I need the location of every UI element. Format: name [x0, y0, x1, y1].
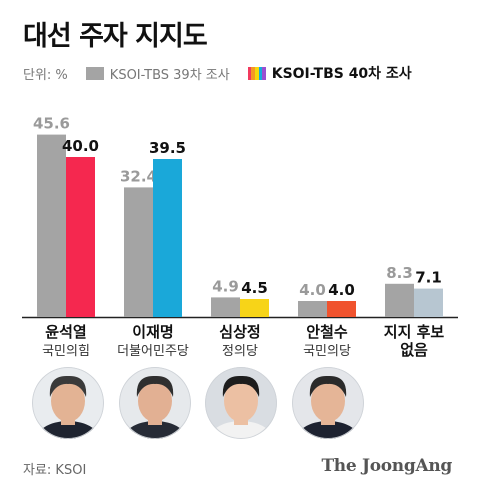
data-label-40-1: 40.0 — [62, 137, 99, 155]
photo-face — [138, 380, 172, 422]
photo-face — [51, 380, 85, 422]
photo-hair — [136, 375, 174, 397]
legend-swatch-40 — [247, 66, 266, 80]
category-label-4: 안철수 — [306, 323, 348, 341]
data-label-40-5: 7.1 — [415, 269, 442, 287]
bar-39-3 — [211, 297, 240, 317]
photo-shoulders — [34, 421, 102, 439]
photo-border — [32, 367, 104, 439]
legend-swatch-stripe — [258, 66, 263, 80]
page-title: 대선 주자 지지도 — [23, 21, 208, 52]
category-label-5: 지지 후보 — [384, 323, 445, 341]
party-label-1: 국민의힘 — [42, 344, 90, 359]
legend-swatch-stripe — [247, 66, 252, 80]
bar-39-4 — [298, 301, 327, 317]
photo-border — [205, 367, 277, 439]
bar-39-1 — [37, 134, 66, 317]
source-note: 자료: KSOI — [23, 463, 87, 478]
photo-border — [119, 367, 191, 439]
category-label-2: 이재명 — [132, 323, 173, 341]
data-label-39-4: 4.0 — [299, 281, 326, 299]
legend-swatch-stripe — [262, 66, 266, 80]
candidate-photo-1 — [32, 367, 104, 439]
legend: 단위: % KSOI-TBS 39차 조사 KSOI-TBS 40차 조사 — [23, 64, 412, 83]
data-label-40-4: 4.0 — [328, 281, 355, 299]
data-label-40-3: 4.5 — [241, 279, 268, 297]
photo-shoulders — [207, 421, 275, 439]
photo-hair — [49, 375, 87, 397]
bar-39-5 — [385, 283, 414, 317]
candidate-photo-4 — [292, 367, 364, 439]
party-label-3: 정의당 — [222, 344, 258, 359]
party-label-4: 국민의당 — [303, 344, 351, 359]
brand-logo: The JoongAng — [321, 456, 452, 476]
data-label-39-2: 32.4 — [120, 167, 157, 185]
unit-label: 단위: % — [23, 67, 68, 83]
data-label-39-1: 45.6 — [33, 115, 70, 133]
data-label-39-5: 8.3 — [386, 264, 413, 282]
photo-shoulders — [294, 421, 362, 439]
bar-40-4 — [327, 301, 356, 317]
party-label-2: 더불어민주당 — [117, 344, 189, 359]
photo-face — [224, 380, 258, 422]
category-label-5-line2: 없음 — [400, 341, 428, 359]
legend-swatch-stripe — [251, 66, 255, 80]
data-label-40-2: 39.5 — [149, 139, 186, 157]
candidate-photo-2 — [119, 367, 191, 439]
bar-39-2 — [124, 187, 153, 317]
bar-40-2 — [153, 159, 182, 317]
legend-swatch-stripe — [254, 66, 259, 80]
category-label-3: 심상정 — [219, 323, 260, 341]
candidate-photo-3 — [205, 367, 277, 439]
data-label-39-3: 4.9 — [212, 277, 239, 295]
legend-swatch-39 — [85, 66, 104, 80]
category-label-1: 윤석열 — [45, 323, 86, 341]
bar-40-5 — [414, 288, 443, 317]
photo-shoulders — [121, 421, 189, 439]
photo-border — [292, 367, 364, 439]
photo-hair — [222, 375, 260, 397]
bar-40-1 — [66, 157, 95, 317]
legend-label-40: KSOI-TBS 40차 조사 — [271, 66, 412, 82]
photo-hair — [309, 375, 347, 397]
bar-40-3 — [240, 299, 269, 317]
legend-label-39: KSOI-TBS 39차 조사 — [109, 67, 230, 83]
photo-face — [311, 380, 345, 422]
